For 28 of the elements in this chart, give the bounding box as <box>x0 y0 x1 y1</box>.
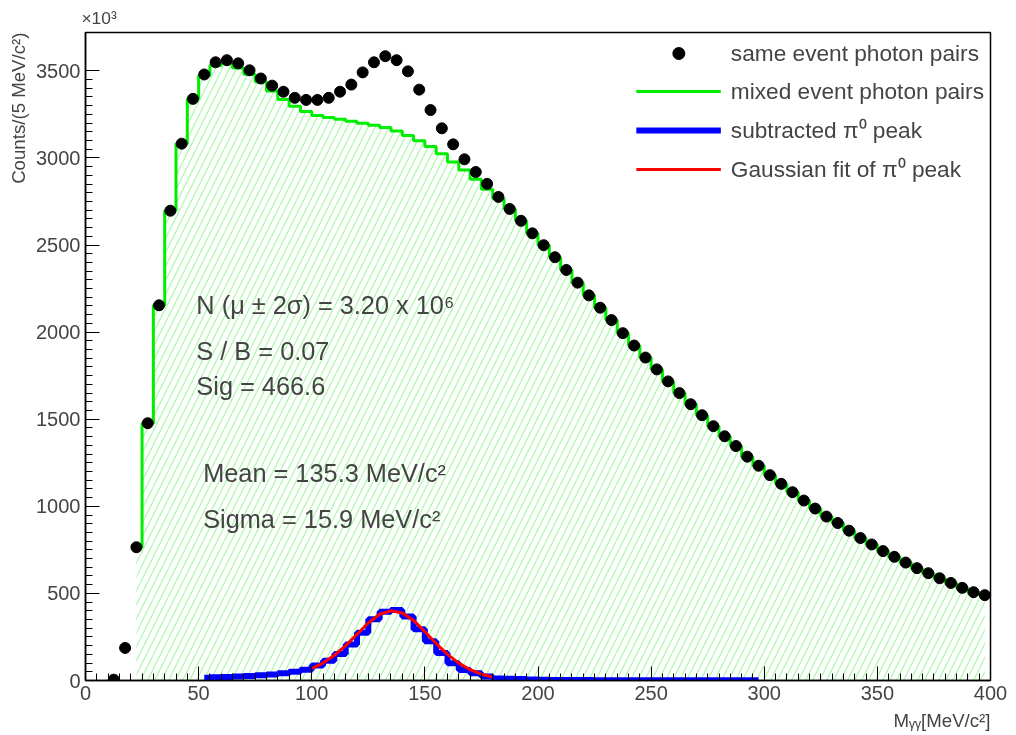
x-tick-label: 50 <box>187 681 210 704</box>
x-tick-label: 350 <box>860 681 895 704</box>
legend-label: same event photon pairs <box>730 39 979 67</box>
annotation: Mean = 135.3 MeV/c² <box>203 458 447 487</box>
y-tick-label: 2000 <box>36 321 81 344</box>
y-tick-label: 1500 <box>36 408 81 431</box>
annotation: Sig = 466.6 <box>196 372 326 401</box>
y-tick-label: 3000 <box>36 146 81 169</box>
y-tick-label: 500 <box>47 582 81 605</box>
y-axis-title: Counts/(5 MeV/c²) <box>7 32 29 184</box>
y-tick-label: 2500 <box>36 234 81 257</box>
x-tick-label: 300 <box>747 681 781 704</box>
x-tick-label: 250 <box>634 681 668 704</box>
x-axis-title: Mᵧᵧ[MeV/c²] <box>893 709 991 731</box>
x-tick-label: 100 <box>295 681 329 704</box>
y-tick-label: 1000 <box>36 495 81 518</box>
text: ×10³ <box>81 7 117 28</box>
legend-label: Gaussian fit of π⁰ peak <box>730 155 962 184</box>
x-tick-label: 200 <box>521 681 555 704</box>
annotation: S / B = 0.07 <box>196 336 330 365</box>
annotation: N (μ ± 2σ) = 3.20 x 10⁶ <box>196 291 455 319</box>
x-tick-label: 400 <box>973 681 1008 704</box>
legend-label: mixed event photon pairs <box>730 77 984 105</box>
line-series <box>310 609 495 679</box>
annotation: Sigma = 15.9 MeV/c² <box>203 504 441 533</box>
legend-label: subtracted π⁰ peak <box>730 116 922 145</box>
x-tick-label: 150 <box>408 681 442 704</box>
y-tick-label: 3500 <box>36 59 81 82</box>
